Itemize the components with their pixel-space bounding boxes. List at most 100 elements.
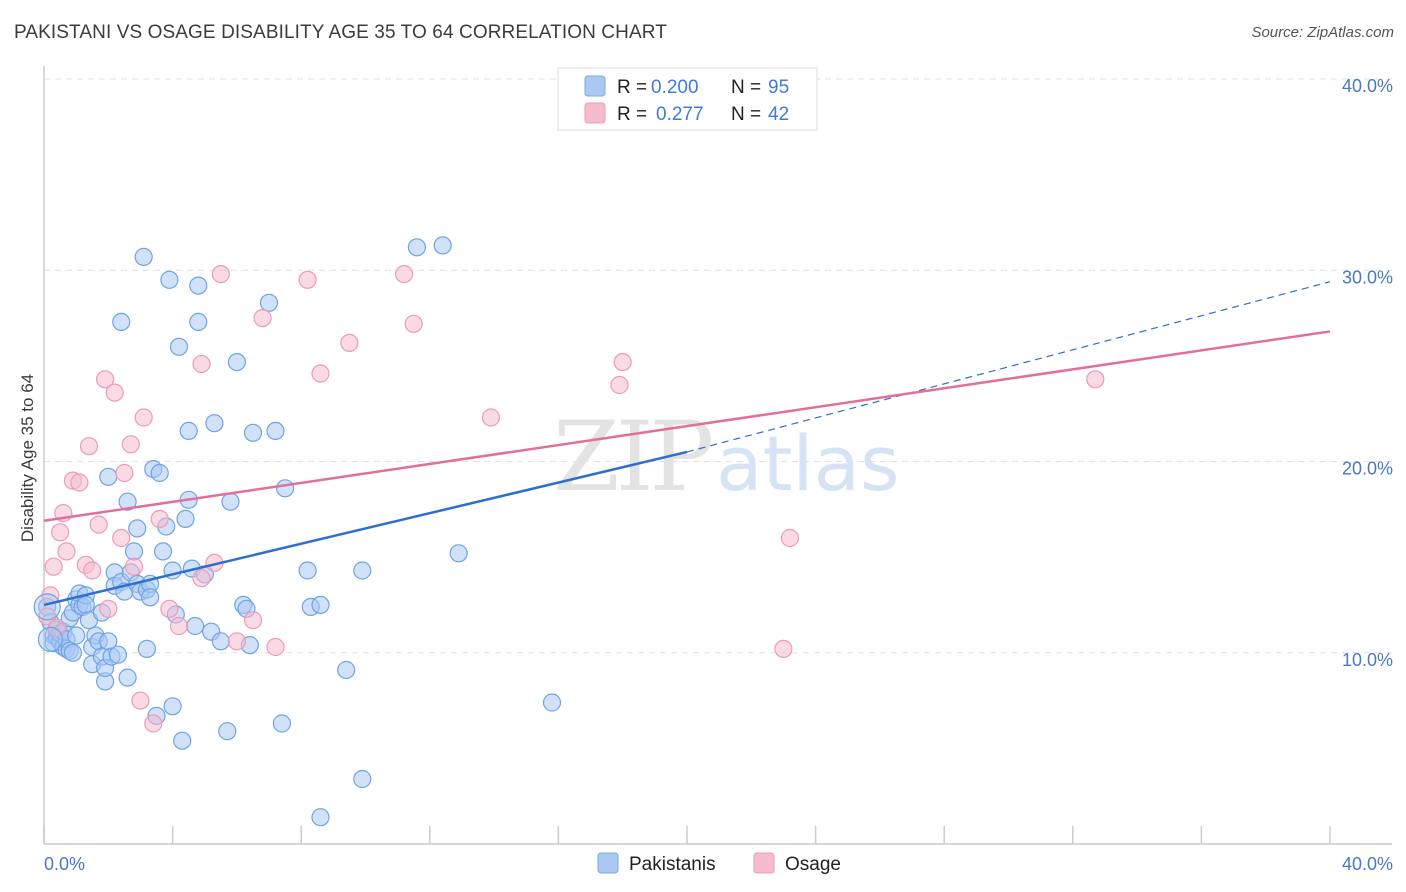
point-pakistanis-58	[160, 270, 179, 289]
point-osage-40	[610, 375, 629, 395]
point-osage-43	[774, 639, 793, 659]
point-osage-30	[227, 632, 246, 651]
point-osage-39	[481, 408, 500, 427]
point-pakistanis-17	[67, 626, 86, 645]
bottom-legend-swatch-osage	[753, 852, 775, 874]
point-osage-37	[395, 265, 414, 284]
point-pakistanis-76	[221, 492, 240, 511]
point-osage-18	[121, 435, 140, 454]
legend-n-label: N =	[731, 77, 761, 98]
point-osage-41	[613, 353, 632, 372]
trend-lines	[43, 281, 1331, 607]
point-osage-44	[1086, 370, 1105, 389]
legend-r-value: 0.200	[651, 77, 699, 98]
point-pakistanis-89	[311, 595, 330, 615]
point-pakistanis-68	[186, 616, 205, 636]
bottom-legend-label-pakistanis: Pakistanis	[629, 854, 716, 875]
point-osage-4	[50, 523, 70, 542]
point-osage-23	[150, 509, 169, 529]
point-pakistanis-59	[163, 697, 182, 716]
point-pakistanis-56	[153, 542, 173, 561]
tick-labels: 10.0% 20.0% 30.0% 40.0% 0.0% 40.0%	[44, 76, 1393, 874]
point-pakistanis-62	[169, 337, 189, 356]
point-pakistanis-75	[218, 722, 237, 741]
point-pakistanis-88	[311, 808, 330, 827]
data-points	[33, 236, 1105, 827]
point-pakistanis-86	[298, 561, 317, 580]
bottom-legend-label-osage: Osage	[785, 854, 841, 875]
watermark-atlas: atlas	[716, 419, 900, 508]
point-pakistanis-70	[189, 276, 208, 295]
point-osage-13	[95, 370, 115, 389]
bottom-legend: Pakistanis Osage	[597, 852, 841, 875]
gridlines	[44, 78, 1392, 654]
point-osage-27	[192, 569, 211, 588]
legend-r-label: R =	[617, 77, 647, 98]
point-osage-36	[340, 333, 359, 352]
point-pakistanis-90	[337, 660, 356, 680]
point-pakistanis-92	[353, 561, 372, 580]
point-pakistanis-cluster-0	[33, 593, 61, 621]
trend-line-pakistanis	[43, 450, 688, 607]
point-pakistanis-52	[141, 588, 160, 607]
point-pakistanis-50	[137, 639, 156, 659]
point-pakistanis-93	[407, 238, 426, 257]
y-axis-label: Disability Age 35 to 64	[18, 374, 37, 542]
point-pakistanis-48	[134, 247, 153, 266]
point-osage-38	[404, 314, 423, 333]
point-osage-12	[89, 515, 108, 534]
point-pakistanis-22	[76, 595, 95, 615]
point-pakistanis-45	[128, 519, 147, 538]
point-osage-31	[243, 611, 263, 630]
point-osage-10	[79, 437, 99, 456]
point-pakistanis-91	[353, 769, 372, 789]
y-tick-label-0: 10.0%	[1342, 650, 1393, 670]
point-osage-14	[99, 599, 118, 618]
point-pakistanis-95	[449, 544, 468, 563]
point-pakistanis-cluster-1	[37, 626, 64, 652]
point-osage-19	[124, 557, 144, 576]
point-pakistanis-42	[118, 668, 137, 687]
point-pakistanis-77	[227, 353, 246, 372]
legend: R = 0.200 N = 95 R = 0.277 N = 42	[557, 67, 818, 131]
y-tick-label-3: 40.0%	[1342, 76, 1393, 96]
legend-n-value: 95	[768, 77, 789, 98]
chart-title: PAKISTANI VS OSAGE DISABILITY AGE 35 TO …	[14, 22, 667, 43]
point-pakistanis-69	[189, 312, 208, 331]
point-osage-20	[131, 691, 150, 710]
point-pakistanis-96	[542, 693, 562, 712]
point-osage-6	[57, 542, 76, 561]
legend-n-label: N =	[731, 104, 761, 125]
watermark: ZIP atlas	[553, 401, 900, 513]
trend-line-osage	[43, 330, 1331, 523]
point-osage-32	[253, 309, 272, 328]
point-osage-11	[83, 561, 102, 580]
point-pakistanis-44	[124, 542, 144, 561]
point-pakistanis-83	[266, 421, 285, 440]
point-osage-21	[134, 408, 153, 427]
point-pakistanis-63	[173, 731, 192, 750]
point-osage-42	[780, 528, 800, 548]
point-pakistanis-15	[63, 643, 83, 662]
point-osage-22	[144, 714, 163, 733]
point-osage-29	[211, 265, 230, 284]
legend-n-value: 42	[768, 104, 789, 125]
point-osage-24	[160, 599, 179, 618]
point-osage-25	[169, 616, 189, 636]
point-osage-15	[105, 383, 124, 402]
axes	[43, 66, 1392, 845]
legend-swatch-osage	[584, 102, 606, 124]
trend-line-pakistanis-extension	[686, 281, 1331, 453]
point-osage-34	[298, 270, 317, 289]
bottom-legend-swatch-pakistanis	[597, 852, 619, 874]
point-pakistanis-32	[99, 467, 118, 486]
point-pakistanis-64	[176, 509, 195, 529]
point-osage-35	[311, 364, 330, 383]
point-osage-17	[115, 463, 134, 483]
point-osage-33	[266, 637, 285, 657]
point-pakistanis-66	[179, 421, 198, 440]
point-pakistanis-85	[276, 479, 295, 498]
point-pakistanis-81	[243, 423, 263, 442]
point-pakistanis-37	[108, 645, 128, 664]
